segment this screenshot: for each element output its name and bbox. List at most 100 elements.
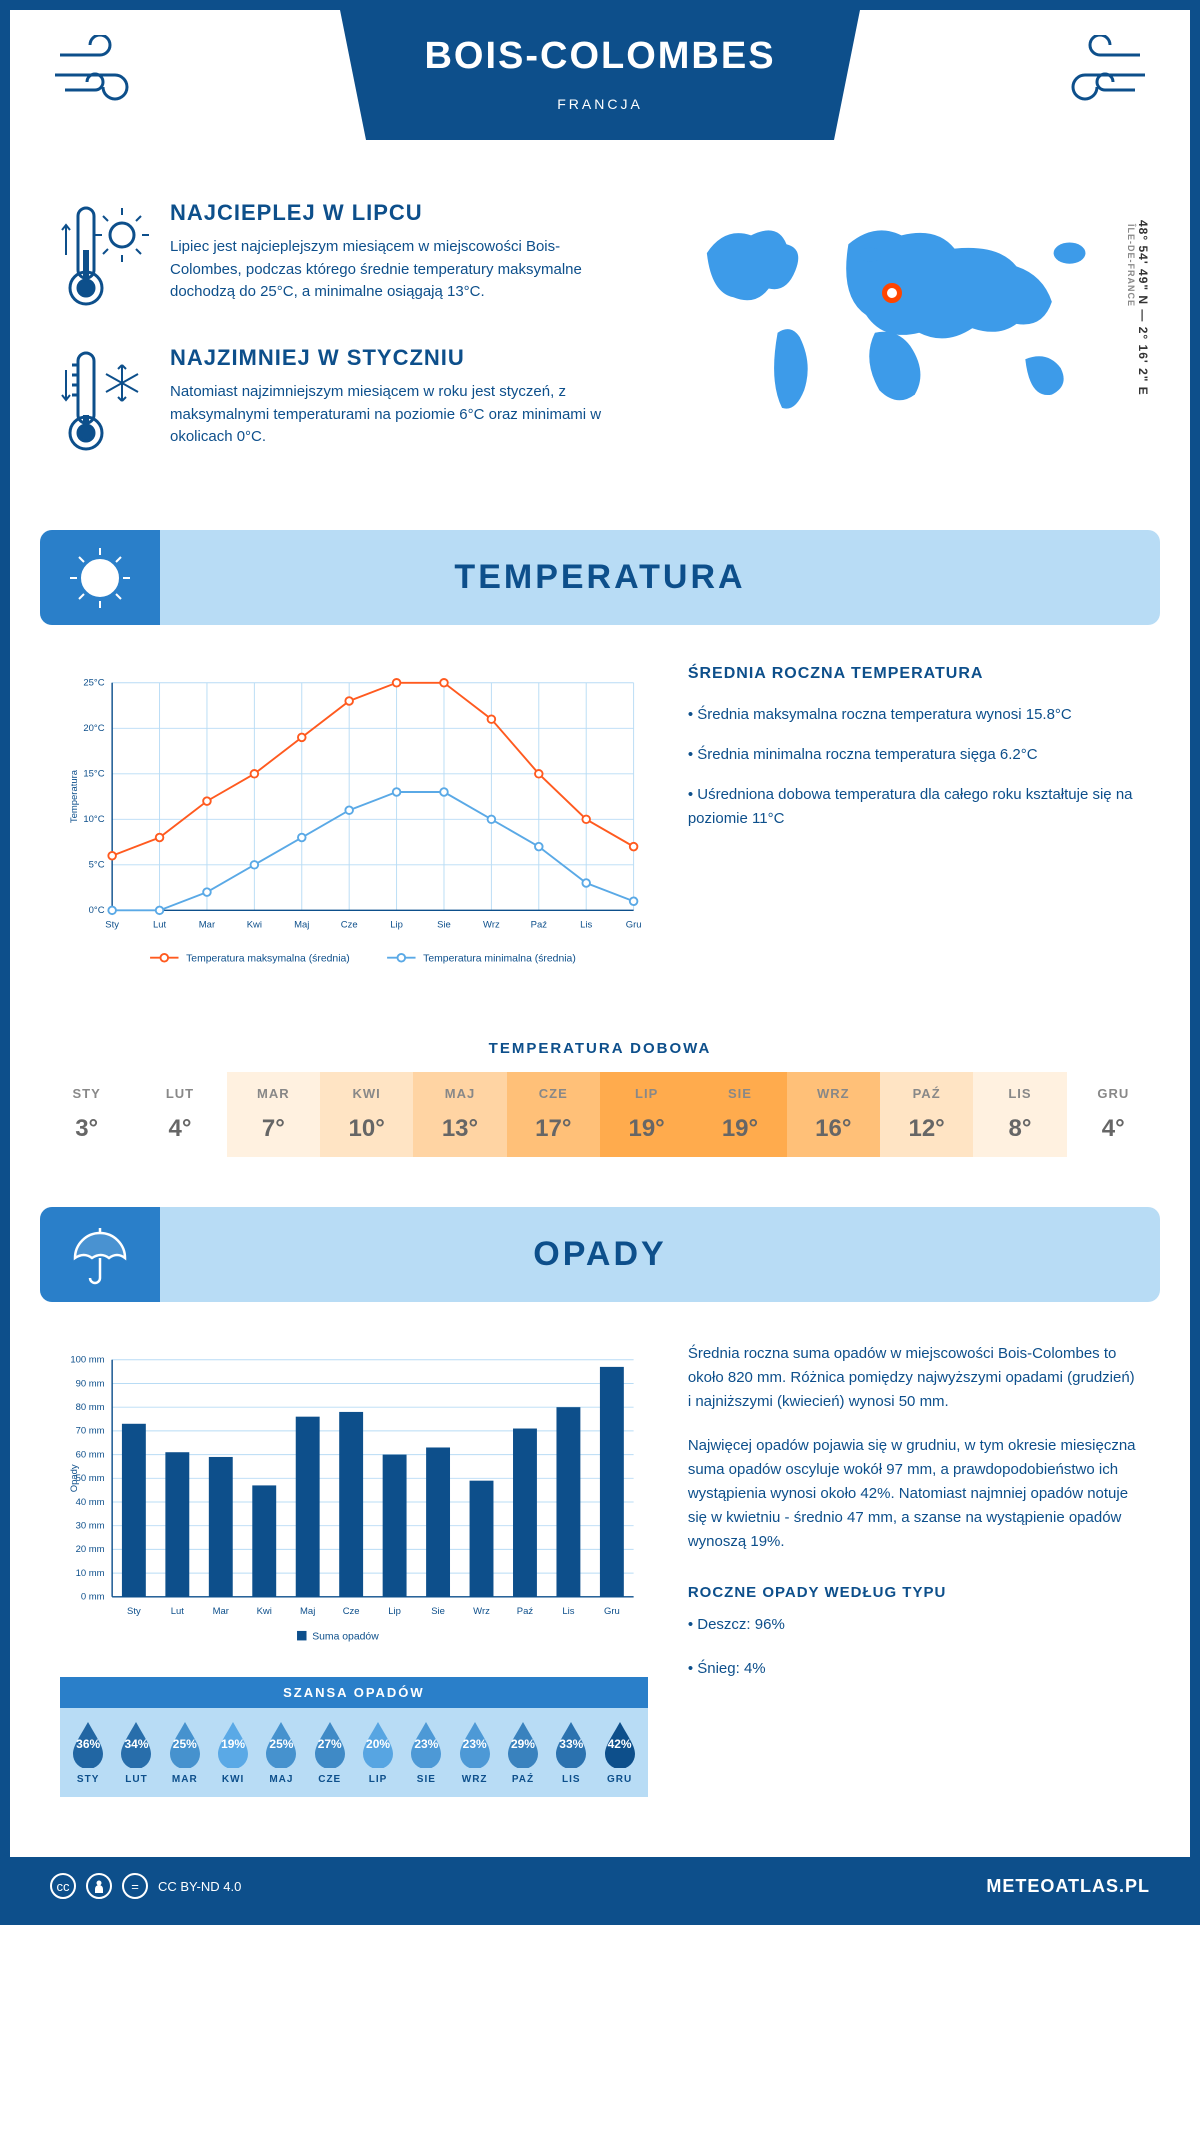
svg-text:10 mm: 10 mm — [76, 1568, 105, 1579]
site-name: METEOATLAS.PL — [986, 1876, 1150, 1897]
raindrop-icon: 25% — [262, 1720, 300, 1768]
daily-cell: MAR7° — [227, 1072, 320, 1157]
svg-text:Maj: Maj — [294, 919, 309, 930]
cold-fact: NAJZIMNIEJ W STYCZNIU Natomiast najzimni… — [60, 345, 605, 460]
svg-text:20 mm: 20 mm — [76, 1544, 105, 1555]
svg-text:70 mm: 70 mm — [76, 1426, 105, 1437]
raindrop-icon: 20% — [359, 1720, 397, 1768]
hot-text: Lipiec jest najcieplejszym miesiącem w m… — [170, 236, 605, 304]
raindrop-icon: 29% — [504, 1720, 542, 1768]
cold-title: NAJZIMNIEJ W STYCZNIU — [170, 345, 605, 371]
type-bullet: • Deszcz: 96% — [688, 1613, 1140, 1637]
chance-cell: 25% MAR — [161, 1720, 209, 1785]
svg-text:Paź: Paź — [531, 919, 548, 930]
svg-text:Sty: Sty — [105, 919, 119, 930]
wind-icon — [1050, 35, 1150, 119]
city-name: BOIS-COLOMBES — [340, 35, 860, 78]
daily-cell: LUT4° — [133, 1072, 226, 1157]
svg-text:Mar: Mar — [199, 919, 215, 930]
svg-text:Wrz: Wrz — [473, 1606, 490, 1617]
svg-text:Kwi: Kwi — [257, 1606, 272, 1617]
svg-text:Sie: Sie — [431, 1606, 445, 1617]
chance-cell: 29% PAŹ — [499, 1720, 547, 1785]
chance-cell: 27% CZE — [306, 1720, 354, 1785]
temperature-chart: 0°C5°C10°C15°C20°C25°CStyLutMarKwiMajCze… — [60, 665, 648, 990]
precipitation-chart: 0 mm10 mm20 mm30 mm40 mm50 mm60 mm70 mm8… — [60, 1342, 648, 1667]
svg-text:100 mm: 100 mm — [70, 1355, 104, 1366]
svg-text:Gru: Gru — [626, 919, 642, 930]
hot-fact: NAJCIEPLEJ W LIPCU Lipiec jest najcieple… — [60, 200, 605, 315]
chance-cell: 23% WRZ — [451, 1720, 499, 1785]
svg-text:Lut: Lut — [153, 919, 167, 930]
svg-text:Kwi: Kwi — [247, 919, 262, 930]
svg-text:Cze: Cze — [341, 919, 358, 930]
temperature-banner: TEMPERATURA — [40, 530, 1160, 625]
svg-text:20°C: 20°C — [83, 723, 104, 734]
daily-temp-strip: STY3° LUT4° MAR7° KWI10° MAJ13° CZE17° L… — [40, 1072, 1160, 1157]
daily-cell: MAJ13° — [413, 1072, 506, 1157]
raindrop-icon: 27% — [311, 1720, 349, 1768]
info-paragraph: Najwięcej opadów pojawia się w grudniu, … — [688, 1434, 1140, 1554]
svg-text:0 mm: 0 mm — [81, 1592, 105, 1603]
svg-text:Lis: Lis — [580, 919, 592, 930]
info-title: ŚREDNIA ROCZNA TEMPERATURA — [688, 665, 1140, 683]
raindrop-icon: 23% — [456, 1720, 494, 1768]
type-bullet: • Śnieg: 4% — [688, 1657, 1140, 1681]
section-title: TEMPERATURA — [160, 558, 1160, 597]
svg-text:Wrz: Wrz — [483, 919, 500, 930]
thermometer-hot-icon — [60, 200, 150, 315]
footer: cc = CC BY-ND 4.0 METEOATLAS.PL — [10, 1857, 1190, 1915]
daily-cell: LIS8° — [973, 1072, 1066, 1157]
daily-cell: PAŹ12° — [880, 1072, 973, 1157]
daily-cell: CZE17° — [507, 1072, 600, 1157]
info-bullet: • Uśredniona dobowa temperatura dla całe… — [688, 783, 1140, 831]
svg-text:Lip: Lip — [388, 1606, 401, 1617]
thermometer-cold-icon — [60, 345, 150, 460]
daily-cell: STY3° — [40, 1072, 133, 1157]
chance-cell: 19% KWI — [209, 1720, 257, 1785]
raindrop-icon: 36% — [69, 1720, 107, 1768]
cc-icon: cc — [50, 1873, 76, 1899]
svg-text:Sie: Sie — [437, 919, 451, 930]
raindrop-icon: 23% — [407, 1720, 445, 1768]
svg-text:Lut: Lut — [171, 1606, 185, 1617]
umbrella-icon — [40, 1207, 160, 1302]
license: cc = CC BY-ND 4.0 — [50, 1873, 241, 1899]
temperature-info: ŚREDNIA ROCZNA TEMPERATURA • Średnia mak… — [688, 665, 1140, 990]
raindrop-icon: 33% — [552, 1720, 590, 1768]
svg-text:25°C: 25°C — [83, 678, 104, 689]
section-title: OPADY — [160, 1235, 1160, 1274]
by-icon — [86, 1873, 112, 1899]
svg-text:10°C: 10°C — [83, 814, 104, 825]
world-map — [645, 200, 1140, 430]
chance-cell: 33% LIS — [547, 1720, 595, 1785]
sun-icon — [40, 530, 160, 625]
svg-text:Opady: Opady — [69, 1464, 80, 1492]
daily-cell: SIE19° — [693, 1072, 786, 1157]
title-banner: BOIS-COLOMBES FRANCJA — [340, 10, 860, 140]
svg-text:5°C: 5°C — [89, 860, 105, 871]
svg-text:Mar: Mar — [213, 1606, 229, 1617]
info-bullet: • Średnia maksymalna roczna temperatura … — [688, 703, 1140, 727]
country-name: FRANCJA — [340, 96, 860, 112]
svg-text:Cze: Cze — [343, 1606, 360, 1617]
svg-text:60 mm: 60 mm — [76, 1449, 105, 1460]
daily-cell: LIP19° — [600, 1072, 693, 1157]
daily-cell: WRZ16° — [787, 1072, 880, 1157]
chance-cell: 23% SIE — [402, 1720, 450, 1785]
svg-text:40 mm: 40 mm — [76, 1497, 105, 1508]
raindrop-icon: 19% — [214, 1720, 252, 1768]
svg-text:Paź: Paź — [517, 1606, 534, 1617]
svg-text:15°C: 15°C — [83, 769, 104, 780]
raindrop-icon: 34% — [117, 1720, 155, 1768]
precipitation-chance: SZANSA OPADÓW 36% STY 34% LUT 25% MAR 19… — [60, 1677, 648, 1797]
chance-cell: 25% MAJ — [257, 1720, 305, 1785]
precipitation-banner: OPADY — [40, 1207, 1160, 1302]
svg-text:Lip: Lip — [390, 919, 403, 930]
info-bullet: • Średnia minimalna roczna temperatura s… — [688, 743, 1140, 767]
chance-title: SZANSA OPADÓW — [60, 1677, 648, 1708]
svg-text:Temperatura: Temperatura — [69, 769, 80, 823]
svg-text:Suma opadów: Suma opadów — [312, 1631, 379, 1642]
header: BOIS-COLOMBES FRANCJA — [10, 10, 1190, 180]
svg-text:30 mm: 30 mm — [76, 1521, 105, 1532]
